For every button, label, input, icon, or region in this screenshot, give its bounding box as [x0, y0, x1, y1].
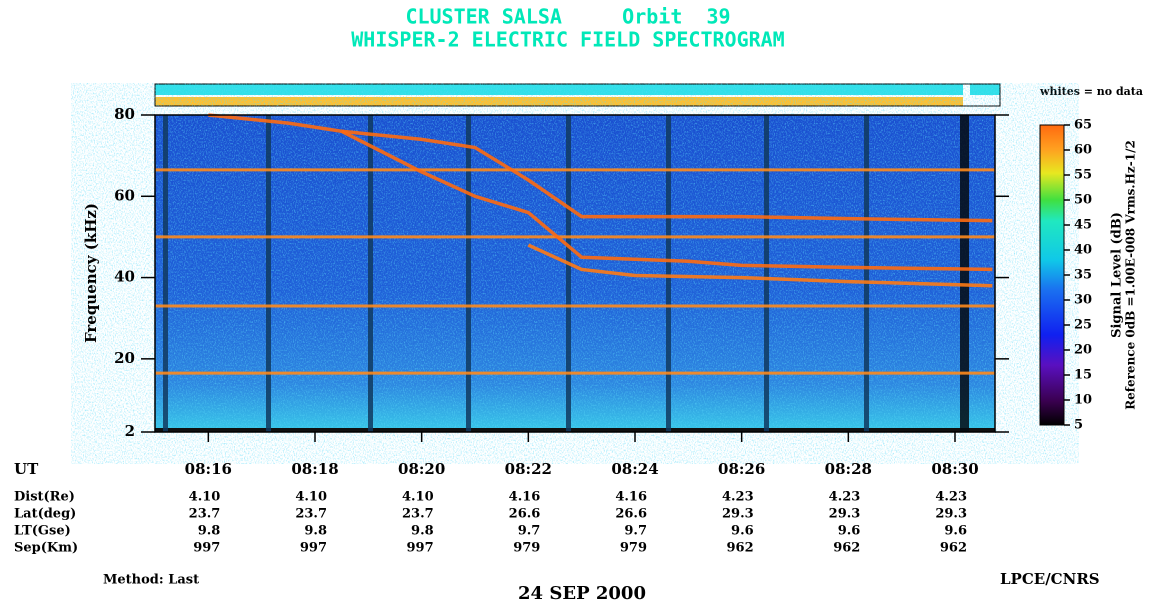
low-band [155, 428, 995, 432]
x-tick-label: 08:16 [185, 460, 232, 478]
ephemeris-value: 26.6 [509, 507, 541, 522]
ephemeris-value: 23.7 [189, 507, 221, 522]
colorbar-tick-label: 15 [1074, 368, 1092, 383]
y-tick-label: 60 [114, 186, 135, 204]
emission-trace [527, 243, 993, 288]
x-tick-label: 08:26 [718, 460, 765, 478]
ephemeris-value: 29.3 [935, 507, 967, 522]
ephemeris-value: 962 [833, 541, 860, 556]
ephemeris-value: 997 [300, 541, 327, 556]
y-tick-label: 80 [114, 105, 135, 123]
x-tick-label: 08:24 [611, 460, 658, 478]
ephemeris-name: Sep(Km) [14, 541, 78, 556]
x-tick-label: 08:30 [931, 460, 978, 478]
y-tick-label: 20 [114, 349, 135, 367]
x-tick-label: 08:18 [291, 460, 338, 478]
ephemeris-value: 26.6 [615, 507, 647, 522]
method: Method: Last [103, 573, 199, 588]
ephemeris-name: LT(Gse) [14, 524, 71, 539]
x-tick-label: 08:20 [398, 460, 445, 478]
ephemeris-value: 9.6 [944, 524, 967, 539]
ephemeris-value: 9.8 [411, 524, 434, 539]
ephemeris-value: 962 [940, 541, 967, 556]
emission-trace [341, 129, 993, 223]
colorbar [1039, 124, 1065, 426]
ephemeris-value: 997 [407, 541, 434, 556]
ut-label: UT [14, 460, 39, 478]
credit: LPCE/CNRS [1000, 570, 1100, 588]
ephemeris-value: 9.6 [731, 524, 754, 539]
ephemeris-value: 4.16 [509, 490, 541, 505]
ephemeris-value: 23.7 [402, 507, 434, 522]
emission-trace [208, 113, 993, 272]
note: whites = no data [1039, 85, 1143, 98]
ephemeris-value: 29.3 [722, 507, 754, 522]
chart-title: CLUSTER SALSA Orbit 39 [405, 5, 730, 29]
ephemeris-value: 962 [727, 541, 754, 556]
ephemeris-value: 29.3 [829, 507, 861, 522]
ephemeris-value: 4.10 [295, 490, 327, 505]
x-tick-label: 08:22 [505, 460, 552, 478]
y-tick-label: 2 [125, 422, 135, 440]
ephemeris-name: Dist(Re) [14, 490, 75, 505]
colorbar-tick-label: 25 [1074, 318, 1092, 333]
colorbar-tick-label: 35 [1074, 268, 1092, 283]
ephemeris-value: 9.7 [624, 524, 647, 539]
chart-subtitle: WHISPER-2 ELECTRIC FIELD SPECTROGRAM [351, 28, 784, 52]
y-axis-label: Frequency (kHz) [82, 203, 100, 343]
colorbar-tick-label: 55 [1074, 168, 1092, 183]
ephemeris-value: 9.8 [304, 524, 327, 539]
ephemeris-value: 4.23 [935, 490, 967, 505]
data-gaps [163, 115, 969, 432]
ephemeris-value: 4.23 [829, 490, 861, 505]
colorbar-tick-label: 20 [1074, 343, 1092, 358]
colorbar-tick-label: 60 [1074, 143, 1092, 158]
ephemeris-value: 23.7 [295, 507, 327, 522]
colorbar-tick-label: 45 [1074, 218, 1092, 233]
colorbar-tick-label: 40 [1074, 243, 1092, 258]
ephemeris-name: Lat(deg) [14, 507, 76, 522]
colorbar-tick-label: 30 [1074, 293, 1092, 308]
spectrogram-noise [155, 115, 995, 432]
colorbar-tick-label: 65 [1074, 118, 1092, 133]
ephemeris-value: 997 [193, 541, 220, 556]
colorbar-reference: Reference 0dB =1.00E-008 Vrms.Hz-1/2 [1124, 140, 1138, 410]
y-tick-label: 40 [114, 268, 135, 286]
coverage-strip [970, 84, 1000, 95]
colorbar-tick-label: 5 [1074, 418, 1083, 433]
x-tick-label: 08:28 [825, 460, 872, 478]
coverage-strip [155, 97, 963, 106]
date: 24 SEP 2000 [518, 583, 646, 604]
colorbar-tick-label: 10 [1074, 393, 1092, 408]
plot-frame [154, 114, 996, 433]
ephemeris-value: 4.10 [189, 490, 221, 505]
ephemeris-value: 9.6 [838, 524, 861, 539]
ephemeris-value: 979 [620, 541, 647, 556]
colorbar-tick-label: 50 [1074, 193, 1092, 208]
ephemeris-value: 4.23 [722, 490, 754, 505]
ephemeris-value: 9.7 [518, 524, 541, 539]
colorbar-label: Signal Level (dB) [1110, 212, 1125, 338]
ephemeris-value: 979 [513, 541, 540, 556]
coverage-frame [154, 83, 1001, 107]
coverage-strip [155, 84, 963, 95]
ephemeris-value: 4.10 [402, 490, 434, 505]
ephemeris-value: 4.16 [615, 490, 647, 505]
ephemeris-value: 9.8 [198, 524, 221, 539]
